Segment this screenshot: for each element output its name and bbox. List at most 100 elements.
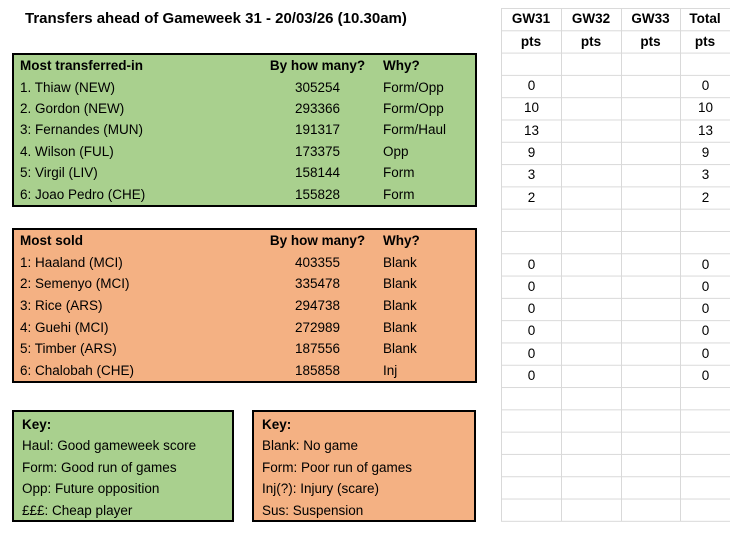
pts-cell: 2 (527, 189, 536, 205)
transfer-count-cell: 173375 (294, 143, 341, 159)
pts-cell: 0 (527, 256, 536, 272)
pts-cell: 3 (527, 167, 536, 183)
transfer-count-cell: 272989 (294, 319, 341, 335)
transfer-count-cell: 185858 (294, 362, 341, 378)
transfer-count-cell: 158144 (294, 165, 341, 181)
player-name-cell: 5: Virgil (LIV) (20, 165, 98, 181)
pts-cell: 10 (523, 100, 540, 116)
table-row: 1: Haaland (MCI) 403355 Blank (14, 252, 475, 274)
key-line: Opp: Future opposition (22, 481, 160, 497)
table-row: 2: Semenyo (MCI) 335478 Blank (14, 273, 475, 295)
table-row: 3: Rice (ARS) 294738 Blank (14, 295, 475, 317)
transfer-count-cell: 155828 (294, 186, 341, 202)
pts-cell: 0 (701, 301, 710, 317)
key-title: Key: (262, 417, 292, 432)
transfer-count-cell: 293366 (294, 101, 341, 117)
why-column-header: Why? (383, 58, 420, 74)
pts-cell: 13 (697, 122, 714, 138)
why-cell: Blank (383, 298, 417, 314)
pts-unit-total: pts (694, 33, 716, 49)
transfers-in-table: Most transferred-in By how many? Why? 1.… (12, 53, 477, 207)
pts-cell: 2 (701, 189, 710, 205)
transfer-count-cell: 403355 (294, 254, 341, 270)
key-line: Blank: No game (262, 438, 359, 454)
transfer-count-cell: 191317 (294, 122, 341, 138)
key-line: Inj(?): Injury (scare) (262, 481, 380, 497)
transfers-in-header-row: Most transferred-in By how many? Why? (14, 55, 475, 76)
player-name-cell: 4: Guehi (MCI) (20, 319, 109, 335)
player-name-cell: 1: Haaland (MCI) (20, 254, 123, 270)
transfer-count-cell: 305254 (294, 79, 341, 95)
count-column-header: By how many? (269, 58, 366, 74)
pts-unit-gw32: pts (580, 33, 602, 49)
transfers-out-header-row: Most sold By how many? Why? (14, 230, 475, 252)
pts-cell: 0 (527, 301, 536, 317)
why-cell: Blank (383, 254, 417, 270)
gridline-vertical (621, 8, 622, 521)
player-name-cell: 6: Chalobah (CHE) (20, 362, 135, 378)
pts-cell: 0 (527, 78, 536, 93)
why-cell: Form/Opp (383, 79, 444, 95)
why-cell: Blank (383, 319, 417, 335)
pts-cell: 0 (701, 345, 710, 361)
key-line: £££: Cheap player (22, 502, 133, 518)
key-box-transfers-in: Key: Haul: Good gameweek score Form: Goo… (12, 410, 234, 522)
key-line: Haul: Good gameweek score (22, 438, 197, 454)
why-cell: Blank (383, 276, 417, 292)
pts-unit-row: pts pts pts pts (501, 31, 730, 53)
pts-cell: 0 (701, 278, 710, 294)
table-row: 4: Guehi (MCI) 272989 Blank (14, 316, 475, 338)
table-row: 6: Joao Pedro (CHE) 155828 Form (14, 184, 475, 205)
pts-cell: 9 (527, 144, 536, 160)
why-cell: Form (383, 165, 415, 181)
table-title: Most transferred-in (20, 58, 144, 74)
pts-cell: 0 (527, 323, 536, 339)
key-line: Form: Poor run of games (262, 459, 413, 475)
pts-header-row: GW31 GW32 GW33 Total (501, 8, 730, 30)
player-name-cell: 3: Rice (ARS) (20, 298, 103, 314)
pts-cell: 0 (701, 323, 710, 339)
why-cell: Form (383, 186, 415, 202)
pts-col-header-gw31: GW31 (511, 11, 551, 26)
why-column-header: Why? (383, 233, 420, 249)
pts-cell: 0 (527, 278, 536, 294)
table-row: 4. Wilson (FUL) 173375 Opp (14, 141, 475, 162)
transfer-count-cell: 294738 (294, 298, 341, 314)
pts-unit-gw33: pts (640, 33, 661, 49)
why-cell: Blank (383, 341, 417, 357)
why-cell: Form/Opp (383, 101, 444, 117)
table-row: 5: Virgil (LIV) 158144 Form (14, 162, 475, 183)
transfer-count-cell: 187556 (294, 341, 341, 357)
pts-cell: 10 (697, 100, 714, 116)
pts-col-header-gw32: GW32 (571, 11, 611, 26)
pts-cell: 0 (527, 368, 536, 383)
pts-cell: 0 (701, 256, 710, 272)
why-cell: Form/Haul (383, 122, 447, 138)
transfers-out-table: Most sold By how many? Why? 1: Haaland (… (12, 228, 477, 383)
player-name-cell: 3: Fernandes (MUN) (20, 122, 144, 138)
pts-cell: 3 (701, 167, 710, 183)
count-column-header: By how many? (269, 233, 366, 249)
player-name-cell: 6: Joao Pedro (CHE) (20, 186, 146, 202)
table-row: 6: Chalobah (CHE) 185858 Inj (14, 359, 475, 381)
key-title: Key: (22, 417, 52, 432)
table-row: 3: Fernandes (MUN) 191317 Form/Haul (14, 119, 475, 140)
pts-unit-gw31: pts (520, 33, 542, 49)
player-name-cell: 4. Wilson (FUL) (20, 143, 114, 159)
why-cell: Inj (383, 362, 398, 378)
table-title: Most sold (20, 233, 83, 249)
sheet-title: Transfers ahead of Gameweek 31 - 20/03/2… (25, 10, 407, 27)
pts-col-header-total: Total (689, 11, 721, 26)
pts-cell: 9 (701, 144, 710, 160)
pts-cell: 13 (523, 122, 540, 138)
player-name-cell: 2. Gordon (NEW) (20, 101, 125, 117)
why-cell: Opp (383, 143, 409, 159)
pts-cell: 0 (701, 368, 710, 383)
table-row: 5: Timber (ARS) 187556 Blank (14, 338, 475, 360)
transfer-count-cell: 335478 (294, 276, 341, 292)
player-name-cell: 5: Timber (ARS) (20, 341, 117, 357)
key-line: Form: Good run of games (22, 459, 177, 475)
key-line: Sus: Suspension (262, 502, 364, 518)
table-row: 2. Gordon (NEW) 293366 Form/Opp (14, 98, 475, 119)
